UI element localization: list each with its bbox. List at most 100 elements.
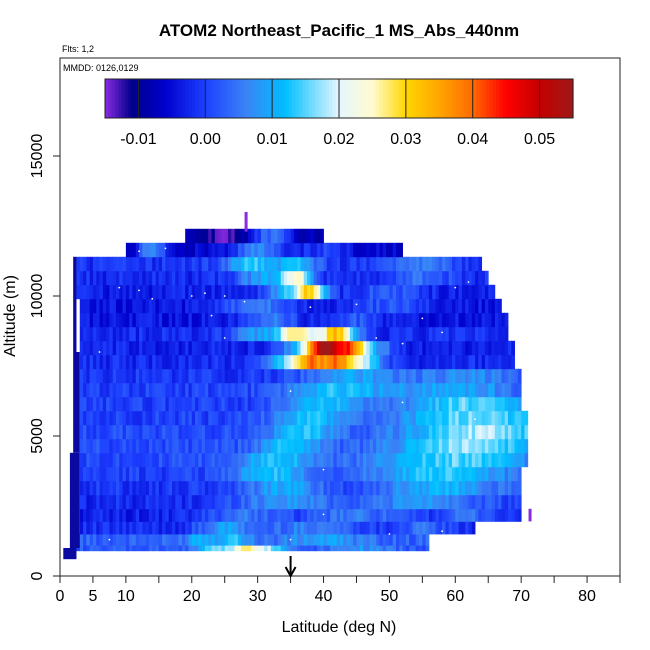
heatmap-cell — [435, 256, 440, 272]
heatmap-cell — [382, 270, 387, 286]
heatmap-cell — [419, 466, 423, 482]
colorbar-cell — [392, 79, 397, 118]
heatmap-cell — [204, 521, 209, 535]
heatmap-cell — [481, 438, 486, 454]
heatmap-cell — [484, 382, 489, 398]
heatmap-cell — [274, 382, 278, 398]
heatmap-cell — [471, 494, 476, 510]
heatmap-cell — [211, 494, 216, 510]
heatmap-cell — [241, 368, 245, 384]
heatmap-cell — [185, 424, 189, 440]
heatmap-cell — [396, 242, 400, 258]
heatmap-cell — [218, 256, 222, 272]
heatmap-cell — [438, 508, 443, 522]
heatmap-cell — [92, 410, 97, 426]
heatmap-cell — [461, 410, 466, 426]
heatmap-cell — [241, 298, 245, 314]
heatmap-cell — [112, 466, 117, 482]
heatmap-cell — [106, 326, 110, 342]
heatmap-cell — [89, 410, 94, 426]
heatmap-cell — [119, 284, 123, 300]
heatmap-cell — [109, 494, 114, 510]
heatmap-cell — [471, 508, 476, 522]
heatmap-cell — [92, 284, 97, 300]
heatmap-cell — [300, 410, 305, 426]
heatmap-cell — [218, 228, 222, 244]
heatmap-cell — [155, 312, 160, 328]
heatmap-cell — [455, 508, 459, 522]
heatmap-cell — [369, 312, 374, 328]
heatmap-cell — [89, 534, 94, 546]
heatmap-cell — [442, 284, 446, 300]
heatmap-cell — [405, 410, 410, 426]
heatmap-cell — [432, 256, 436, 272]
heatmap-cell — [244, 438, 249, 454]
heatmap-cell — [330, 424, 334, 440]
heatmap-cell — [208, 396, 212, 412]
heatmap-cell — [468, 508, 473, 522]
heatmap-cell — [188, 298, 193, 314]
heatmap-cell — [208, 340, 212, 356]
heatmap-cell — [369, 396, 374, 412]
heatmap-cell — [356, 545, 361, 552]
heatmap-cell — [79, 256, 84, 272]
heatmap-cell — [508, 438, 512, 454]
heatmap-cell — [175, 452, 179, 468]
heatmap-cell — [132, 508, 137, 522]
heatmap-cell — [155, 354, 160, 370]
heatmap-cell — [162, 452, 166, 468]
heatmap-cell — [405, 534, 410, 546]
heatmap-cell — [237, 326, 242, 342]
heatmap-cell — [218, 284, 222, 300]
heatmap-cell — [494, 396, 499, 412]
heatmap-cell — [498, 326, 502, 342]
heatmap-cell — [498, 340, 502, 356]
heatmap-cell — [99, 270, 104, 286]
heatmap-cell — [498, 298, 502, 314]
heatmap-cell — [145, 494, 150, 510]
heatmap-cell — [435, 270, 440, 286]
heatmap-cell — [231, 270, 235, 286]
sample-dot — [151, 297, 154, 300]
heatmap-cell — [142, 354, 147, 370]
heatmap-cell — [310, 410, 315, 426]
heatmap-cell — [484, 466, 489, 482]
heatmap-cell — [382, 410, 387, 426]
heatmap-cell — [484, 312, 489, 328]
heatmap-cell — [172, 480, 176, 496]
heatmap-cell — [392, 521, 397, 535]
heatmap-cell — [92, 521, 97, 535]
heatmap-cell — [359, 534, 364, 546]
heatmap-cell — [316, 242, 321, 258]
heatmap-cell — [366, 494, 371, 510]
heatmap-cell — [484, 494, 489, 510]
heatmap-cell — [386, 466, 390, 482]
heatmap-cell — [112, 508, 117, 522]
heatmap-cell — [260, 466, 265, 482]
heatmap-cell — [405, 466, 410, 482]
heatmap-cell — [303, 312, 308, 328]
heatmap-cell — [129, 284, 133, 300]
colorbar-cell — [486, 79, 491, 118]
heatmap-cell — [181, 256, 186, 272]
heatmap-cell — [293, 438, 298, 454]
heatmap-cell — [116, 354, 120, 370]
heatmap-cell — [396, 256, 400, 272]
heatmap-cell — [79, 298, 84, 314]
heatmap-cell — [116, 452, 120, 468]
heatmap-cell — [208, 410, 212, 426]
heatmap-cell — [392, 534, 397, 546]
heatmap-cell — [382, 480, 387, 496]
heatmap-cell — [148, 396, 153, 412]
heatmap-cell — [343, 382, 347, 398]
sample-dot — [108, 538, 111, 541]
heatmap-cell — [369, 438, 374, 454]
sample-dot — [355, 303, 358, 306]
heatmap-cell — [198, 508, 203, 522]
heatmap-cell — [237, 256, 242, 272]
heatmap-cell — [389, 480, 394, 496]
heatmap-cell — [89, 298, 94, 314]
heatmap-cell — [155, 284, 160, 300]
heatmap-cell — [396, 424, 400, 440]
heatmap-cell — [524, 410, 529, 426]
